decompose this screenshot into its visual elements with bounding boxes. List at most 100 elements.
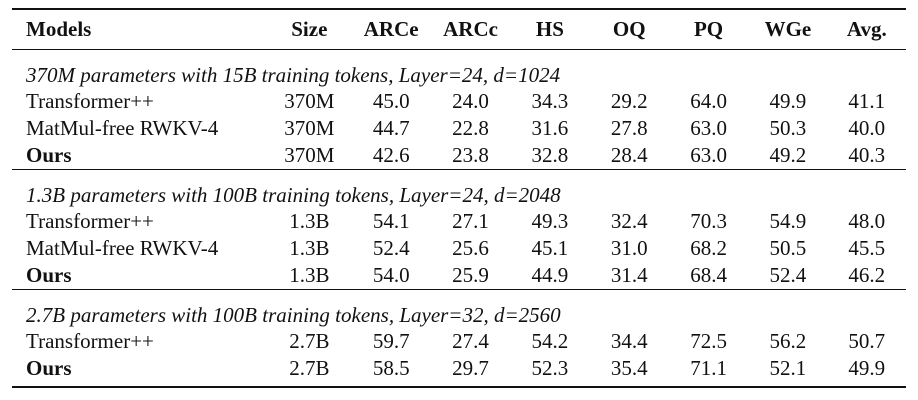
wge-cell: 56.2 (769, 329, 807, 353)
hs-cell: 34.3 (531, 89, 569, 113)
arce-cell: 42.6 (372, 143, 410, 167)
wge-cell: 49.9 (769, 89, 807, 113)
header-hs: HS (535, 17, 564, 41)
table-row: Ours 370M 42.6 23.8 32.8 28.4 63.0 49.2 … (12, 142, 906, 170)
table-row: Ours 1.3B 54.0 25.9 44.9 31.4 68.4 52.4 … (12, 262, 906, 290)
avg-cell: 50.7 (848, 329, 886, 353)
size-cell: 2.7B (267, 355, 352, 388)
model-cell: Transformer++ (26, 209, 154, 233)
pq-cell: 68.4 (690, 263, 727, 287)
pq-cell: 64.0 (690, 89, 727, 113)
size-cell: 1.3B (289, 236, 330, 260)
avg-cell: 46.2 (848, 263, 886, 287)
arce-cell: 59.7 (372, 329, 410, 353)
hs-cell: 49.3 (531, 209, 569, 233)
avg-cell: 49.9 (827, 355, 906, 388)
table-row: MatMul-free RWKV-4 370M 44.7 22.8 31.6 2… (12, 115, 906, 142)
size-cell: 2.7B (289, 329, 330, 353)
header-models: Models (26, 17, 92, 41)
avg-cell: 48.0 (848, 209, 886, 233)
group-title-row: 370M parameters with 15B training tokens… (12, 50, 906, 89)
avg-cell: 41.1 (848, 89, 886, 113)
header-arce: ARCe (363, 17, 419, 41)
pq-cell: 63.0 (690, 116, 727, 140)
hs-cell: 31.6 (531, 116, 569, 140)
header-row: Models Size ARCe ARCc HS OQ PQ WGe Avg. (12, 9, 906, 50)
size-cell: 370M (284, 143, 335, 167)
size-cell: 370M (284, 116, 335, 140)
oq-cell: 27.8 (610, 116, 648, 140)
group-title-row: 2.7B parameters with 100B training token… (12, 289, 906, 328)
group-title: 2.7B parameters with 100B training token… (12, 289, 906, 328)
wge-cell: 50.5 (769, 236, 807, 260)
arce-cell: 54.1 (372, 209, 410, 233)
header-avg: Avg. (846, 17, 887, 41)
arce-cell: 58.5 (351, 355, 431, 388)
arcc-cell: 22.8 (452, 116, 489, 140)
arcc-cell: 27.4 (452, 329, 489, 353)
hs-cell: 45.1 (531, 236, 569, 260)
hs-cell: 52.3 (510, 355, 590, 388)
pq-cell: 71.1 (668, 355, 749, 388)
wge-cell: 52.1 (748, 355, 828, 388)
group-title: 1.3B parameters with 100B training token… (12, 169, 906, 208)
avg-cell: 40.0 (848, 116, 886, 140)
pq-cell: 70.3 (690, 209, 727, 233)
size-cell: 370M (284, 89, 335, 113)
oq-cell: 31.0 (610, 236, 648, 260)
results-table-container: Models Size ARCe ARCc HS OQ PQ WGe Avg. … (12, 8, 906, 388)
wge-cell: 54.9 (769, 209, 807, 233)
model-cell: Ours (26, 143, 72, 167)
model-cell: MatMul-free RWKV-4 (26, 116, 219, 140)
oq-cell: 28.4 (610, 143, 648, 167)
oq-cell: 31.4 (610, 263, 648, 287)
header-oq: OQ (612, 17, 646, 41)
arce-cell: 54.0 (372, 263, 410, 287)
size-cell: 1.3B (289, 209, 330, 233)
header-arcc: ARCc (443, 17, 498, 41)
hs-cell: 44.9 (531, 263, 569, 287)
arce-cell: 45.0 (372, 89, 410, 113)
oq-cell: 32.4 (610, 209, 648, 233)
hs-cell: 54.2 (531, 329, 569, 353)
header-pq: PQ (693, 17, 724, 41)
pq-cell: 72.5 (690, 329, 727, 353)
hs-cell: 32.8 (531, 143, 569, 167)
model-cell: MatMul-free RWKV-4 (26, 236, 219, 260)
arcc-cell: 23.8 (452, 143, 489, 167)
table-body: 370M parameters with 15B training tokens… (12, 50, 906, 388)
model-cell: Ours (26, 263, 72, 287)
wge-cell: 52.4 (769, 263, 807, 287)
model-cell: Transformer++ (26, 329, 154, 353)
avg-cell: 45.5 (848, 236, 886, 260)
arcc-cell: 25.6 (452, 236, 489, 260)
pq-cell: 63.0 (690, 143, 727, 167)
arce-cell: 44.7 (372, 116, 410, 140)
table-row: Transformer++ 2.7B 59.7 27.4 54.2 34.4 7… (12, 328, 906, 355)
oq-cell: 29.2 (610, 89, 648, 113)
model-cell: Transformer++ (26, 89, 154, 113)
group-title-row: 1.3B parameters with 100B training token… (12, 169, 906, 208)
group-title: 370M parameters with 15B training tokens… (26, 63, 561, 87)
arce-cell: 52.4 (372, 236, 410, 260)
arcc-cell: 24.0 (452, 89, 489, 113)
oq-cell: 35.4 (589, 355, 669, 388)
size-cell: 1.3B (289, 263, 330, 287)
arcc-cell: 29.7 (430, 355, 511, 388)
table-row: MatMul-free RWKV-4 1.3B 52.4 25.6 45.1 3… (12, 235, 906, 262)
table-header: Models Size ARCe ARCc HS OQ PQ WGe Avg. (12, 9, 906, 50)
arcc-cell: 27.1 (452, 209, 489, 233)
results-table: Models Size ARCe ARCc HS OQ PQ WGe Avg. … (12, 8, 906, 388)
table-row: Transformer++ 370M 45.0 24.0 34.3 29.2 6… (12, 88, 906, 115)
table-row: Transformer++ 1.3B 54.1 27.1 49.3 32.4 7… (12, 208, 906, 235)
model-cell: Ours (12, 355, 268, 388)
header-wge: WGe (764, 17, 812, 41)
pq-cell: 68.2 (690, 236, 727, 260)
header-size: Size (291, 17, 328, 41)
avg-cell: 40.3 (848, 143, 886, 167)
wge-cell: 50.3 (769, 116, 807, 140)
arcc-cell: 25.9 (452, 263, 489, 287)
table-row: Ours 2.7B 58.5 29.7 52.3 35.4 71.1 52.1 … (12, 355, 906, 388)
oq-cell: 34.4 (610, 329, 648, 353)
wge-cell: 49.2 (769, 143, 807, 167)
